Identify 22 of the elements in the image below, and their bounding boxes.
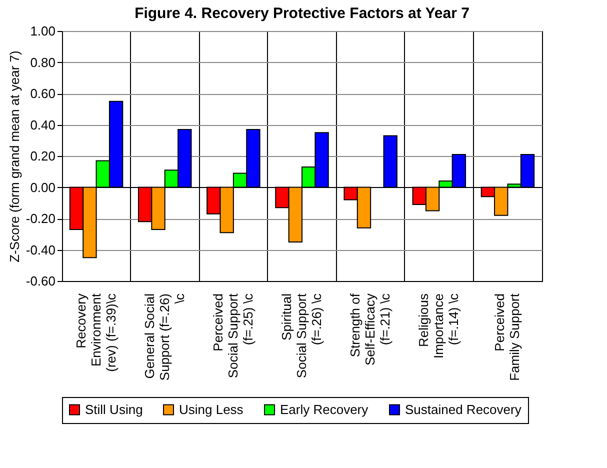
y-tick-label: 0.00 <box>30 180 56 195</box>
legend-label: Still Using <box>85 402 143 417</box>
y-tick-label: -0.60 <box>26 274 56 288</box>
y-tick-label: 0.80 <box>30 54 56 70</box>
y-axis-title: Z-Score (form grand mean at year 7) <box>6 50 22 262</box>
y-tick-label: 0.40 <box>30 117 56 132</box>
y-tick-label: -0.40 <box>26 242 56 258</box>
y-tick-label: -0.20 <box>26 211 56 226</box>
legend-label: Early Recovery <box>280 402 369 417</box>
x-tick-label: Spiritual Social Support (f=.26) \c <box>279 293 324 378</box>
y-tick-label: 0.60 <box>30 86 56 101</box>
x-tick-label: Perceived Social Support (f=.25) \c <box>210 293 256 378</box>
x-tick-label: Religious Importance (f=.14) \c <box>416 293 462 359</box>
x-tick-label: Strength of Self-Efficacy (f=.21) \c <box>348 293 393 366</box>
x-tick-label: General Social Support (f=.26) \c <box>142 293 187 381</box>
x-tick-label: Perceived Family Support <box>492 293 522 381</box>
x-tick-label: Recovery Environment (rev) (f=.39)\c <box>73 293 118 372</box>
legend-label: Sustained Recovery <box>405 402 522 417</box>
y-tick-label: 1.00 <box>30 24 56 38</box>
chart-title: Figure 4. Recovery Protective Factors at Year 7 <box>134 5 470 22</box>
y-tick-label: 0.20 <box>30 148 56 164</box>
legend-label: Using Less <box>179 402 244 417</box>
